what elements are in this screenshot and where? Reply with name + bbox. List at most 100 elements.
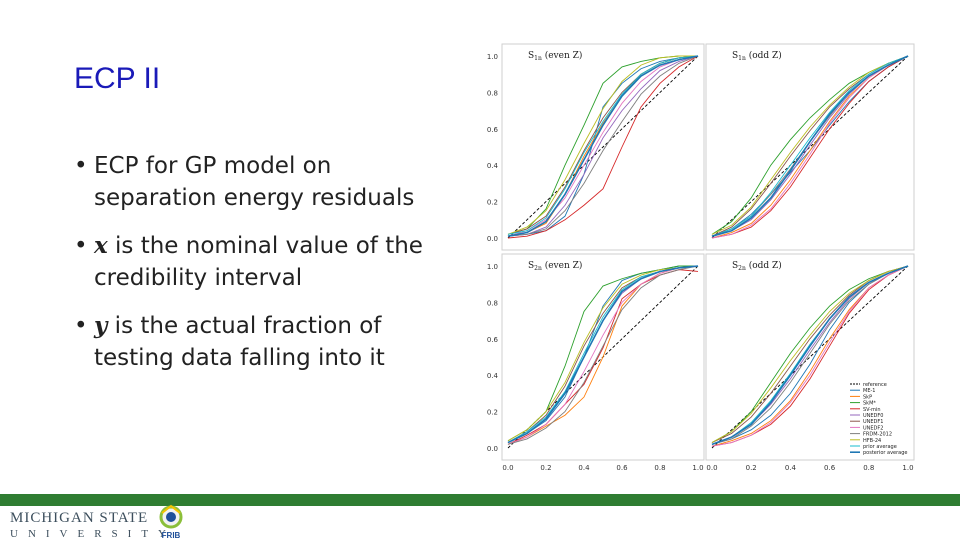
- panel-label-symbol: S: [528, 261, 534, 271]
- panel-label: S2n (even Z): [528, 260, 582, 272]
- bullet-dot: •: [74, 313, 88, 339]
- chart-panel: 0.0 0.2 0.4 0.6 0.8 1.0 S1n (even Z): [487, 43, 705, 251]
- series-line: [507, 55, 699, 239]
- bullet-item: • y is the actual fraction of testing da…: [74, 310, 434, 374]
- panel-label-rest: (even Z): [542, 50, 583, 61]
- series-line: [507, 265, 699, 442]
- bullet-list: • ECP for GP model on separation energy …: [74, 150, 434, 390]
- series-line: [711, 55, 909, 239]
- panel-label-symbol: S: [732, 51, 738, 61]
- y-tick-label: 1.0: [487, 53, 498, 61]
- legend-label: ME-1: [863, 388, 875, 394]
- legend-label: prior average: [863, 444, 897, 450]
- series-line: [507, 265, 699, 445]
- bullet-text: is the actual fraction of testing data f…: [94, 313, 385, 371]
- series-line: [507, 55, 698, 235]
- slide-title: ECP II: [74, 62, 161, 95]
- series-line: [507, 55, 699, 237]
- x-tick-label: 0.8: [654, 464, 665, 470]
- variable-x: x: [94, 232, 108, 259]
- bullet-item: • x is the nominal value of the credibil…: [74, 230, 434, 294]
- msu-line1: MICHIGAN STATE: [10, 510, 149, 526]
- bullet-item: • ECP for GP model on separation energy …: [74, 150, 434, 214]
- series-line: [711, 55, 909, 239]
- series-line: [711, 265, 909, 443]
- y-tick-label: 1.0: [487, 263, 498, 271]
- legend-label: UNEDF1: [863, 419, 883, 425]
- series-line: [507, 265, 699, 445]
- variable-y: y: [94, 312, 108, 339]
- series-line: [711, 265, 909, 443]
- series-line: [507, 265, 699, 443]
- chart-panel: 0.0 0.2 0.4 0.6 0.8 1.0 0.0 0.2 0.4 0.6 0.8 1.0 S2n …: [487, 253, 705, 470]
- panel-label-symbol: S: [732, 261, 738, 271]
- x-tick-label: 0.4: [785, 464, 797, 470]
- x-tick-label: 0.0: [706, 464, 717, 470]
- series-line: [507, 55, 699, 235]
- bullet-text: ECP for GP model on separation energy re…: [94, 153, 415, 211]
- series-line: [507, 265, 699, 443]
- legend-label: UNEDF2: [863, 425, 883, 431]
- panel-label-rest: (odd Z): [746, 260, 782, 271]
- y-tick-label: 0.2: [487, 409, 498, 417]
- legend-label: HFB-24: [863, 438, 881, 444]
- series-line: [507, 265, 698, 442]
- series-line: [711, 55, 909, 239]
- series-line: [711, 265, 909, 445]
- series-line: [507, 55, 699, 237]
- chart-panel: S1n (odd Z): [705, 43, 915, 251]
- series-line: [507, 55, 698, 235]
- y-tick-label: 0.4: [487, 162, 499, 170]
- msu-logo: MICHIGAN STATE UNIVERSITY: [10, 510, 176, 540]
- series-line: [507, 55, 699, 237]
- panel-label-rest: (even Z): [542, 260, 583, 271]
- bullet-text: is the nominal value of the credibility …: [94, 233, 423, 291]
- series-line: [507, 55, 699, 237]
- series-line: [711, 55, 909, 237]
- bullet-dot: •: [74, 233, 88, 259]
- legend-label: SkM*: [863, 401, 876, 407]
- legend-label: UNEDF0: [863, 413, 883, 419]
- y-tick-label: 0.6: [487, 336, 499, 344]
- legend-label: FRDM-2012: [863, 432, 892, 438]
- frib-logo: FRIB: [156, 504, 186, 540]
- bullet-dot: •: [74, 153, 88, 179]
- panel-label-subscript: 1n: [534, 55, 542, 62]
- panel-frame: [705, 253, 915, 461]
- x-tick-label: 0.0: [502, 464, 513, 470]
- y-tick-label: 0.6: [487, 126, 499, 134]
- x-tick-label: 0.6: [824, 464, 836, 470]
- series-line: [507, 265, 699, 444]
- ecp-chart-figure: 0.00.20.40.60.81.0 S1n (even Z) S1n (odd Z…: [487, 43, 915, 470]
- x-tick-label: 1.0: [692, 464, 703, 470]
- x-tick-label: 0.4: [578, 464, 590, 470]
- x-tick-label: 0.6: [616, 464, 628, 470]
- series-line: [507, 55, 699, 237]
- panel-label: S1n (even Z): [528, 50, 582, 62]
- panel-label: S1n (odd Z): [732, 50, 782, 62]
- legend-label: SV-min: [863, 407, 881, 413]
- x-tick-label: 1.0: [902, 464, 913, 470]
- x-tick-label: 0.8: [863, 464, 874, 470]
- panel-label: S2n (odd Z): [732, 260, 782, 272]
- series-line: [711, 265, 909, 446]
- x-tick-label: 0.2: [540, 464, 551, 470]
- frib-emblem-icon: [159, 504, 183, 529]
- y-tick-label: 0.8: [487, 299, 498, 307]
- series-line: [711, 265, 909, 449]
- y-tick-label: 0.8: [487, 89, 498, 97]
- legend-label: reference: [863, 382, 887, 388]
- series-line: [507, 265, 699, 443]
- series-line: [711, 55, 909, 237]
- panel-frame: [501, 43, 705, 251]
- chart-panel: 0.0 0.2 0.4 0.6 0.8 1.0 S2n (odd Z) referenceME…: [705, 253, 915, 470]
- y-tick-label: 0.4: [487, 372, 499, 380]
- series-line: [507, 55, 699, 239]
- x-tick-label: 0.2: [746, 464, 757, 470]
- panel-label-symbol: S: [528, 51, 534, 61]
- panel-label-subscript: 2n: [738, 265, 746, 272]
- series-line: [507, 265, 698, 443]
- series-line: [507, 265, 699, 445]
- legend-label: posterior average: [863, 450, 908, 456]
- y-tick-label: 0.2: [487, 199, 498, 207]
